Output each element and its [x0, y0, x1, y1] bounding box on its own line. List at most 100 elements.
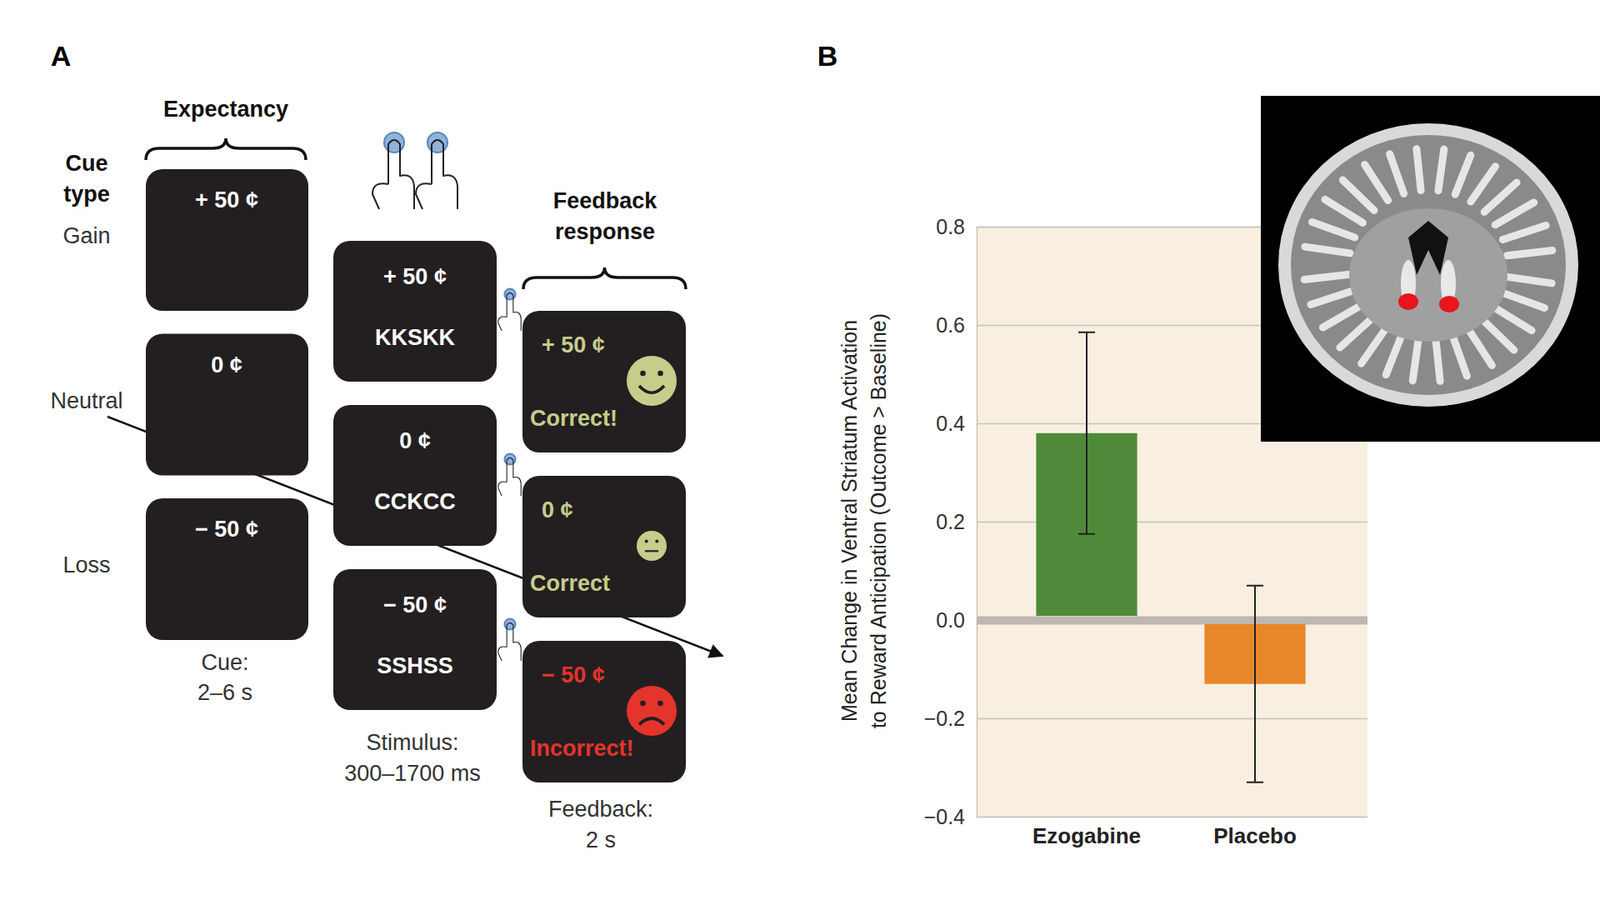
- feedback-text: Incorrect!: [530, 735, 635, 761]
- hand-icon: [415, 140, 458, 210]
- roi-highlight: [1439, 295, 1460, 313]
- cue-box: [145, 334, 309, 476]
- stimulus-amount: − 50 ¢: [383, 592, 447, 618]
- timing-label: 2 s: [585, 827, 616, 853]
- gyrus: [1310, 290, 1355, 305]
- feedback-text: Correct!: [530, 405, 618, 431]
- gyrus: [1325, 199, 1363, 223]
- feedback-box: [522, 310, 686, 453]
- timing-label: 2–6 s: [197, 680, 253, 705]
- timing-label: Stimulus:: [365, 730, 459, 755]
- face-icon: [626, 355, 677, 406]
- face-mouth: [639, 385, 665, 393]
- gyrus: [1340, 318, 1373, 348]
- feedback-amount: 0 ¢: [541, 497, 574, 523]
- section-title: response: [555, 219, 655, 245]
- task-diagram: Expectancy Cue type Feedback response + 50 ¢ G…: [50, 96, 723, 853]
- face-icon: [636, 530, 667, 561]
- x-axis: Ezogabine Placebo: [1032, 823, 1297, 849]
- stimulus-box: [333, 405, 497, 546]
- gyrus: [1484, 182, 1517, 212]
- gyrus: [1385, 335, 1402, 375]
- error-bar: [1078, 332, 1095, 535]
- face-eye: [657, 700, 664, 707]
- section-title: Expectancy: [163, 96, 289, 122]
- touch-icon: [427, 132, 448, 153]
- cue-box: [145, 498, 309, 640]
- brain-deep: [1349, 208, 1508, 342]
- y-axis-title-line: Mean Change in Ventral Striatum Activati…: [837, 320, 861, 722]
- image-background: [1260, 95, 1600, 442]
- y-tick: 0.2: [935, 510, 1368, 534]
- gyrus: [1470, 166, 1495, 202]
- stimulus-box: [333, 569, 497, 710]
- x-tick-label: Ezogabine: [1032, 823, 1141, 849]
- gyrus: [1365, 164, 1389, 200]
- section-title: Feedback: [553, 188, 659, 214]
- gyrus: [1494, 307, 1532, 331]
- face-eye: [640, 700, 646, 707]
- feedback-box: [522, 640, 686, 783]
- face-eye: [640, 370, 646, 377]
- x-tick: Ezogabine: [1032, 823, 1141, 849]
- gyrus: [1390, 154, 1405, 195]
- grid-line: [976, 718, 1368, 720]
- stimulus-letters: KKSKK: [375, 325, 456, 350]
- gyrus: [1312, 221, 1355, 237]
- touch-icon: [504, 288, 515, 300]
- feedback-box: [522, 475, 686, 618]
- hand-icon: [372, 140, 415, 210]
- gyrus: [1361, 328, 1386, 364]
- gyrus: [1468, 329, 1492, 365]
- stimulus-letters: SSHSS: [376, 653, 454, 679]
- y-axis-title: Mean Change in Ventral Striatum Activati…: [837, 313, 890, 729]
- response-icon: [498, 288, 522, 331]
- gyrus: [1305, 246, 1350, 254]
- brace: [145, 138, 306, 160]
- y-tick-label: 0.4: [935, 411, 965, 435]
- cue-type: Neutral: [50, 388, 123, 414]
- stimulus-amount: 0 ¢: [399, 428, 431, 454]
- brain-image: [1260, 95, 1600, 442]
- y-tick-label: 0.2: [935, 510, 965, 534]
- gyrus: [1452, 336, 1467, 377]
- gyrus: [1501, 292, 1545, 308]
- y-axis-title-line: to Reward Anticipation (Outcome > Baseli…: [866, 313, 890, 729]
- brain-cortex: [1290, 135, 1566, 395]
- section-title: type: [63, 181, 110, 207]
- touch-icon: [504, 453, 515, 465]
- section-title: Cue: [65, 150, 108, 176]
- gyrus: [1304, 274, 1350, 280]
- gyrus: [1502, 225, 1546, 240]
- error-bar: [1246, 585, 1264, 783]
- brain-outline: [1278, 123, 1579, 407]
- feedback-text: Correct: [530, 570, 610, 596]
- gyrus: [1495, 202, 1534, 225]
- gyrus: [1438, 149, 1445, 191]
- timing-label: Feedback:: [548, 796, 654, 822]
- grid-line: [976, 816, 1368, 819]
- timing-label: Cue:: [200, 650, 249, 675]
- cue-text: 0 ¢: [210, 352, 243, 378]
- x-tick-label: Placebo: [1213, 823, 1297, 849]
- gyrus: [1412, 339, 1419, 381]
- gyrus: [1435, 340, 1440, 382]
- face-eye: [645, 540, 649, 544]
- panel-label: B: [817, 40, 839, 72]
- stimulus-amount: + 50 ¢: [383, 264, 447, 290]
- brace: [523, 267, 686, 290]
- grid-line: [976, 521, 1368, 524]
- y-tick-label: −0.4: [924, 805, 965, 829]
- y-tick: −0.4: [924, 805, 1368, 829]
- figure: ABExpectancyCuetypeFeedbackresponse+ 50 …: [0, 0, 1600, 900]
- y-tick-label: −0.2: [924, 706, 965, 730]
- response-icon: [498, 453, 522, 496]
- gyrus: [1506, 276, 1552, 284]
- stimulus-letters: CCKCC: [374, 489, 456, 515]
- cue-type: Loss: [62, 552, 110, 578]
- gyrus: [1506, 250, 1553, 255]
- cue-type: Gain: [62, 223, 110, 249]
- timing-label: 300–1700 ms: [344, 760, 481, 786]
- face-eye: [655, 540, 659, 544]
- gyrus: [1416, 149, 1421, 191]
